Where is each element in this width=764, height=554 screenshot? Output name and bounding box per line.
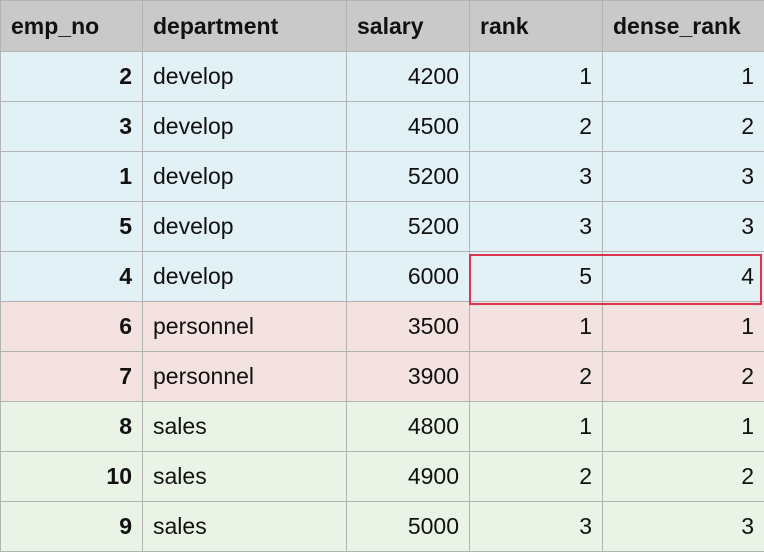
cell-salary[interactable]: 5200 bbox=[346, 201, 470, 252]
cell-rank[interactable]: 1 bbox=[469, 401, 603, 452]
cell-dense-rank[interactable]: 1 bbox=[602, 401, 764, 452]
cell-rank[interactable]: 2 bbox=[469, 101, 603, 152]
cell-emp-no[interactable]: 1 bbox=[0, 151, 143, 202]
table-row[interactable]: 3 develop 4500 2 2 bbox=[0, 101, 764, 152]
column-header-salary[interactable]: salary bbox=[346, 0, 470, 52]
cell-rank[interactable]: 3 bbox=[469, 151, 603, 202]
cell-dense-rank-highlighted[interactable]: 4 bbox=[602, 251, 764, 302]
table-row[interactable]: 9 sales 5000 3 3 bbox=[0, 501, 764, 552]
cell-salary[interactable]: 3500 bbox=[346, 301, 470, 352]
cell-emp-no[interactable]: 5 bbox=[0, 201, 143, 252]
cell-rank[interactable]: 1 bbox=[469, 51, 603, 102]
column-header-dense-rank[interactable]: dense_rank bbox=[602, 0, 764, 52]
cell-dense-rank[interactable]: 2 bbox=[602, 351, 764, 402]
cell-dense-rank[interactable]: 1 bbox=[602, 51, 764, 102]
cell-dense-rank[interactable]: 2 bbox=[602, 101, 764, 152]
cell-salary[interactable]: 3900 bbox=[346, 351, 470, 402]
cell-rank[interactable]: 3 bbox=[469, 201, 603, 252]
cell-rank[interactable]: 2 bbox=[469, 451, 603, 502]
table-row[interactable]: 1 develop 5200 3 3 bbox=[0, 151, 764, 202]
cell-department[interactable]: personnel bbox=[142, 351, 347, 402]
table-row[interactable]: 7 personnel 3900 2 2 bbox=[0, 351, 764, 402]
column-header-rank[interactable]: rank bbox=[469, 0, 603, 52]
cell-emp-no[interactable]: 4 bbox=[0, 251, 143, 302]
header-row: emp_no department salary rank dense_rank bbox=[0, 0, 764, 52]
cell-emp-no[interactable]: 6 bbox=[0, 301, 143, 352]
cell-rank[interactable]: 3 bbox=[469, 501, 603, 552]
cell-emp-no[interactable]: 9 bbox=[0, 501, 143, 552]
cell-department[interactable]: develop bbox=[142, 251, 347, 302]
column-header-emp-no[interactable]: emp_no bbox=[0, 0, 143, 52]
table-row[interactable]: 6 personnel 3500 1 1 bbox=[0, 301, 764, 352]
cell-department[interactable]: personnel bbox=[142, 301, 347, 352]
cell-salary[interactable]: 4900 bbox=[346, 451, 470, 502]
cell-emp-no[interactable]: 8 bbox=[0, 401, 143, 452]
cell-rank[interactable]: 2 bbox=[469, 351, 603, 402]
cell-department[interactable]: sales bbox=[142, 451, 347, 502]
cell-emp-no[interactable]: 10 bbox=[0, 451, 143, 502]
cell-salary[interactable]: 4800 bbox=[346, 401, 470, 452]
cell-salary[interactable]: 6000 bbox=[346, 251, 470, 302]
column-header-department[interactable]: department bbox=[142, 0, 347, 52]
cell-department[interactable]: develop bbox=[142, 51, 347, 102]
table-row[interactable]: 8 sales 4800 1 1 bbox=[0, 401, 764, 452]
table-row[interactable]: 5 develop 5200 3 3 bbox=[0, 201, 764, 252]
cell-rank-highlighted[interactable]: 5 bbox=[469, 251, 603, 302]
cell-department[interactable]: sales bbox=[142, 401, 347, 452]
cell-department[interactable]: develop bbox=[142, 201, 347, 252]
cell-salary[interactable]: 4200 bbox=[346, 51, 470, 102]
cell-department[interactable]: sales bbox=[142, 501, 347, 552]
cell-salary[interactable]: 5000 bbox=[346, 501, 470, 552]
table-row[interactable]: 2 develop 4200 1 1 bbox=[0, 51, 764, 102]
cell-dense-rank[interactable]: 3 bbox=[602, 151, 764, 202]
cell-salary[interactable]: 4500 bbox=[346, 101, 470, 152]
cell-department[interactable]: develop bbox=[142, 151, 347, 202]
cell-dense-rank[interactable]: 1 bbox=[602, 301, 764, 352]
table-row[interactable]: 4 develop 6000 5 4 bbox=[0, 251, 764, 302]
cell-salary[interactable]: 5200 bbox=[346, 151, 470, 202]
table-row[interactable]: 10 sales 4900 2 2 bbox=[0, 451, 764, 502]
cell-dense-rank[interactable]: 2 bbox=[602, 451, 764, 502]
cell-department[interactable]: develop bbox=[142, 101, 347, 152]
cell-rank[interactable]: 1 bbox=[469, 301, 603, 352]
cell-emp-no[interactable]: 3 bbox=[0, 101, 143, 152]
cell-emp-no[interactable]: 7 bbox=[0, 351, 143, 402]
cell-emp-no[interactable]: 2 bbox=[0, 51, 143, 102]
cell-dense-rank[interactable]: 3 bbox=[602, 501, 764, 552]
cell-dense-rank[interactable]: 3 bbox=[602, 201, 764, 252]
